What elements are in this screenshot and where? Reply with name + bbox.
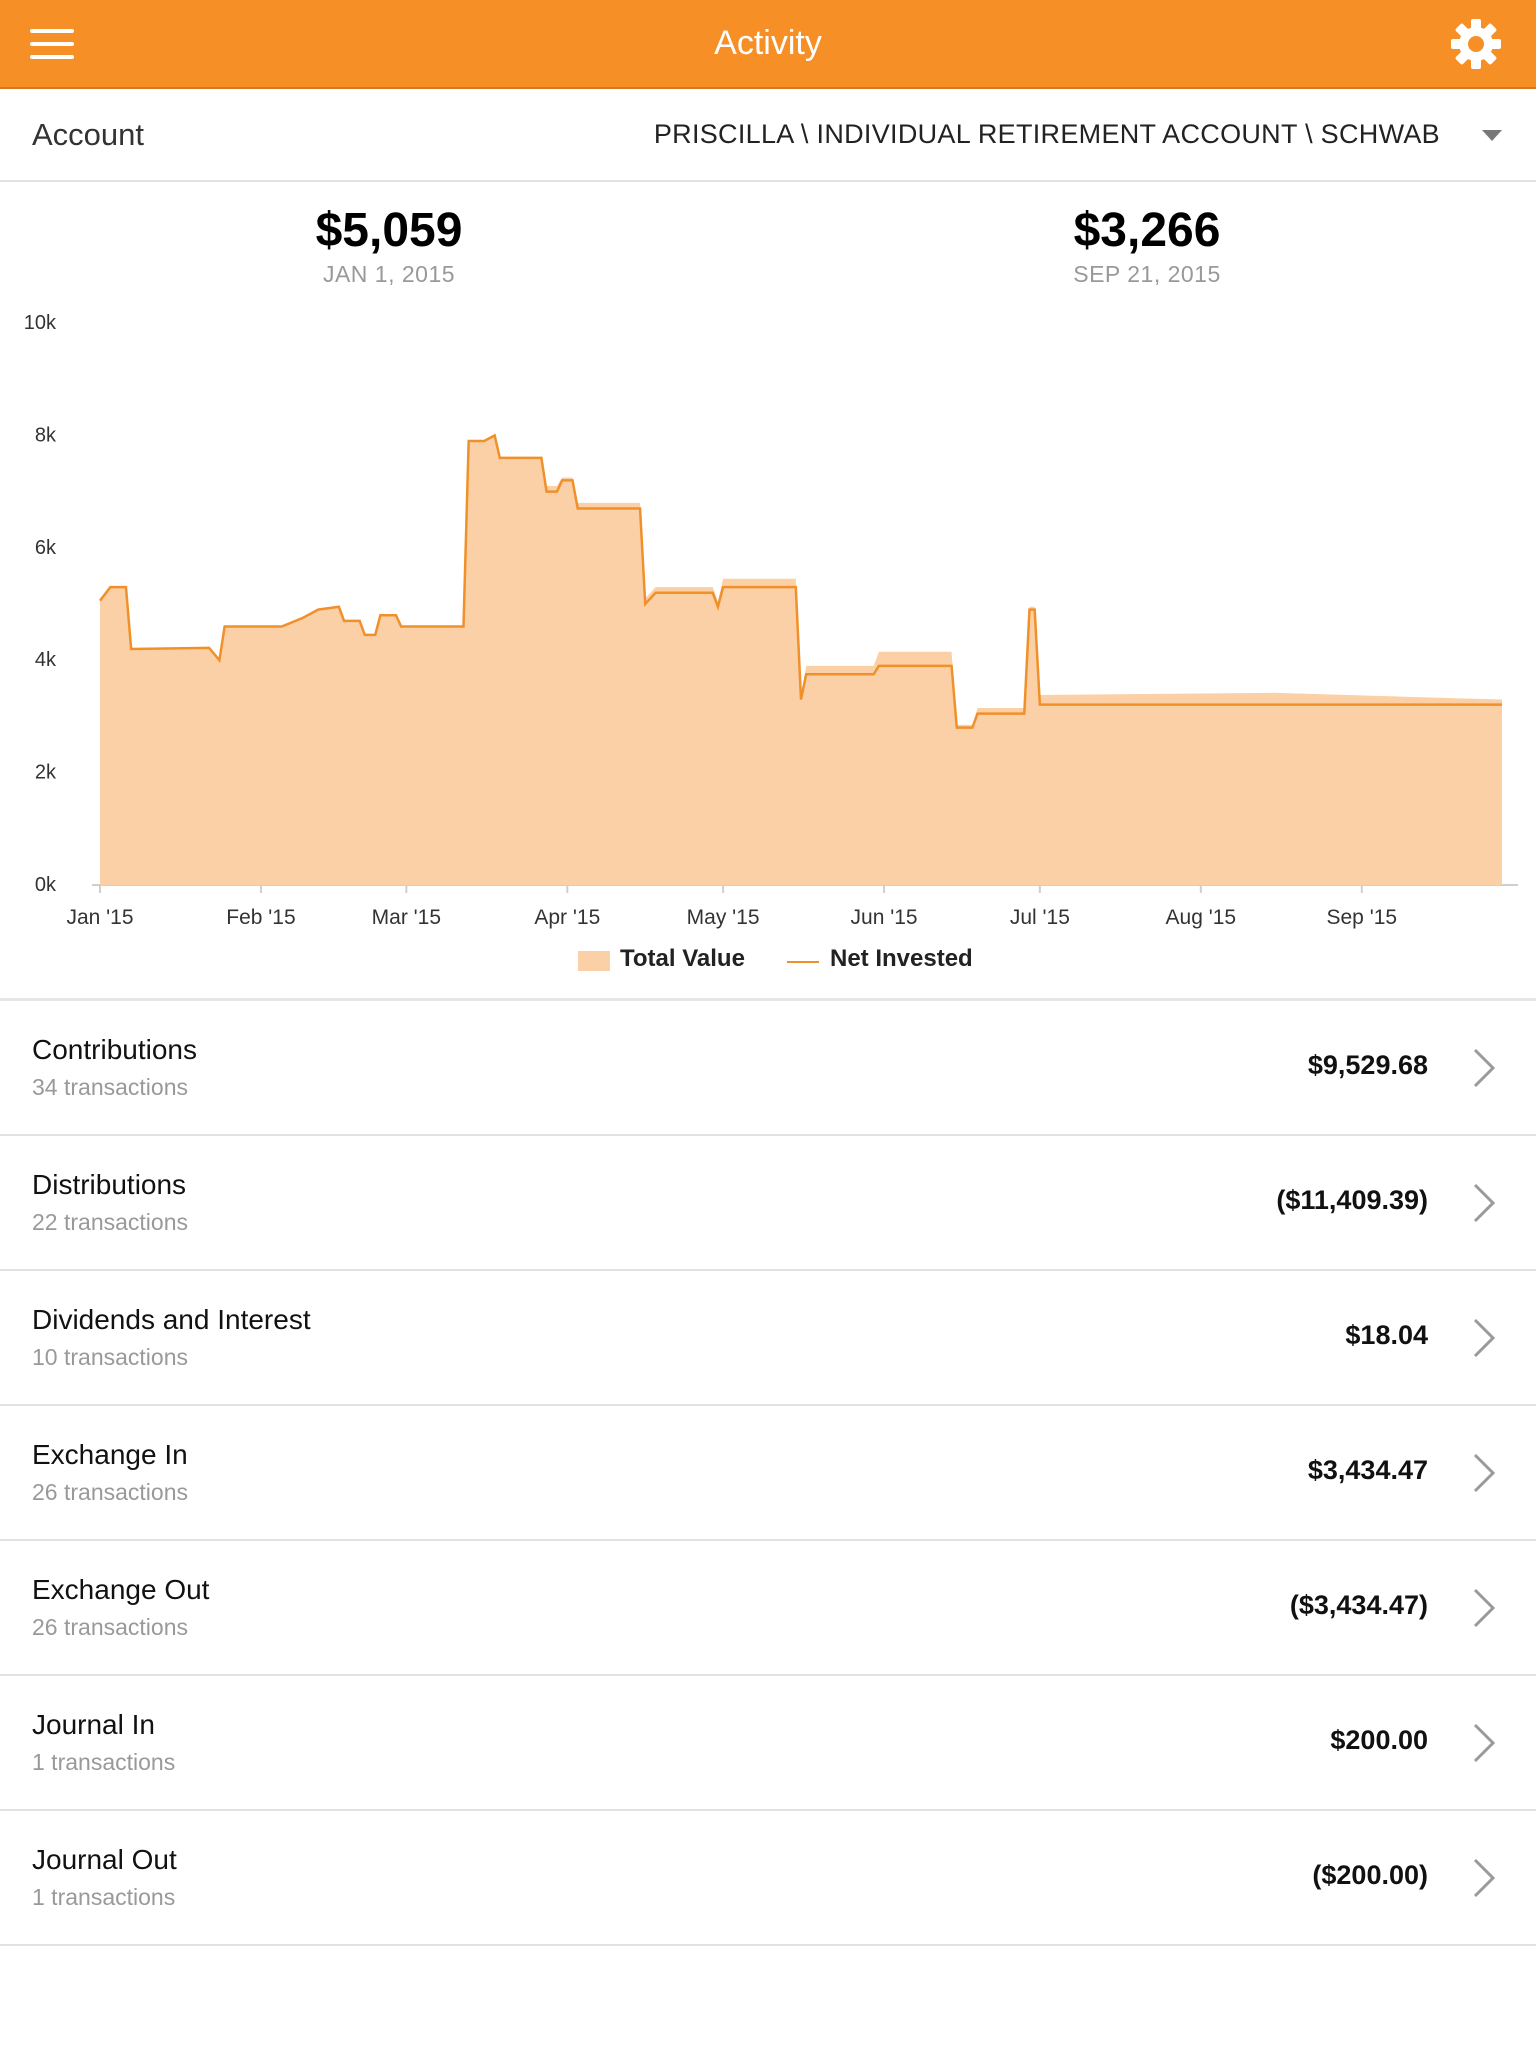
category-count: 34 transactions [32, 1074, 188, 1100]
chevron-right-icon[interactable] [1472, 1047, 1496, 1089]
category-amount: $3,434.47 [1307, 1455, 1428, 1485]
x-tick-label: Mar '15 [372, 906, 441, 929]
app-header: Activity [0, 0, 1536, 89]
category-name: Journal Out [32, 1844, 177, 1875]
chevron-right-icon[interactable] [1472, 1587, 1496, 1629]
category-name: Journal In [32, 1709, 155, 1740]
x-tick-label: May '15 [687, 906, 760, 929]
category-count: 26 transactions [32, 1479, 188, 1505]
activity-chart: 0k 2k 4k 6k 8k 10k Jan '15 Feb '15 Mar '15 Apr '1… [24, 312, 1518, 929]
start-date: JAN 1, 2015 [322, 261, 456, 287]
chevron-right-icon[interactable] [1472, 1722, 1496, 1764]
end-summary: $3,266 SEP 21, 2015 [947, 203, 1347, 289]
chevron-right-icon[interactable] [1472, 1182, 1496, 1224]
x-tick-label: Sep '15 [1327, 906, 1398, 929]
y-tick-label: 10k [24, 312, 57, 334]
category-name: Distributions [32, 1169, 187, 1200]
x-tick-label: Feb '15 [226, 906, 295, 929]
chevron-right-icon[interactable] [1472, 1857, 1496, 1899]
y-tick-label: 0k [35, 874, 57, 896]
chevron-right-icon[interactable] [1472, 1317, 1496, 1359]
total-value-area [100, 435, 1502, 885]
x-tick-label: Jun '15 [851, 906, 918, 929]
chevron-right-icon[interactable] [1472, 1452, 1496, 1494]
account-selector[interactable]: Account PRISCILLA \ INDIVIDUAL RETIREMEN… [0, 89, 1536, 182]
category-count: 10 transactions [32, 1344, 188, 1370]
category-count: 1 transactions [32, 1749, 176, 1775]
category-row-exchange-out[interactable]: Exchange Out 26 transactions ($3,434.47) [0, 1541, 1536, 1676]
y-tick-label: 2k [35, 762, 57, 784]
end-date: SEP 21, 2015 [1073, 261, 1221, 287]
start-summary: $5,059 JAN 1, 2015 [189, 203, 589, 289]
start-value: $5,059 [315, 204, 463, 257]
x-tick-label: Apr '15 [534, 906, 600, 929]
category-row-contributions[interactable]: Contributions 34 transactions $9,529.68 [0, 1001, 1536, 1136]
category-count: 1 transactions [32, 1884, 176, 1910]
category-name: Contributions [32, 1034, 197, 1065]
category-amount: ($200.00) [1312, 1860, 1428, 1890]
page-title: Activity [714, 24, 822, 62]
category-count: 26 transactions [32, 1614, 188, 1640]
category-row-distributions[interactable]: Distributions 22 transactions ($11,409.3… [0, 1136, 1536, 1271]
gear-icon[interactable] [1450, 18, 1502, 70]
y-tick-label: 8k [35, 424, 57, 446]
hamburger-menu-icon[interactable] [30, 27, 74, 61]
category-amount: $9,529.68 [1307, 1050, 1428, 1080]
legend-total-value: Total Value [620, 945, 745, 972]
legend-net-invested-swatch [787, 961, 819, 963]
account-value[interactable]: PRISCILLA \ INDIVIDUAL RETIREMENT ACCOUN… [653, 119, 1440, 149]
category-count: 22 transactions [32, 1209, 188, 1235]
category-amount: $200.00 [1330, 1725, 1428, 1755]
y-tick-label: 4k [35, 649, 57, 671]
activity-category-list: Contributions 34 transactions $9,529.68 … [0, 998, 1536, 1946]
legend-net-invested: Net Invested [830, 945, 973, 972]
y-tick-label: 6k [35, 537, 57, 559]
x-tick-label: Aug '15 [1166, 906, 1237, 929]
category-amount: ($11,409.39) [1276, 1185, 1428, 1215]
category-amount: $18.04 [1345, 1320, 1428, 1350]
category-name: Exchange In [32, 1439, 188, 1470]
category-row-dividends-and-interest[interactable]: Dividends and Interest 10 transactions $… [0, 1271, 1536, 1406]
end-value: $3,266 [1073, 204, 1221, 257]
x-tick-label: Jul '15 [1010, 906, 1070, 929]
category-row-exchange-in[interactable]: Exchange In 26 transactions $3,434.47 [0, 1406, 1536, 1541]
chart-legend: Total Value Net Invested [0, 941, 1536, 981]
category-row-journal-out[interactable]: Journal Out 1 transactions ($200.00) [0, 1811, 1536, 1946]
net-invested-line [99, 433, 1502, 729]
category-name: Dividends and Interest [32, 1304, 311, 1335]
legend-total-value-swatch [578, 951, 610, 971]
dropdown-caret-icon[interactable] [1482, 130, 1502, 141]
account-label: Account [32, 117, 145, 152]
category-row-journal-in[interactable]: Journal In 1 transactions $200.00 [0, 1676, 1536, 1811]
x-tick-label: Jan '15 [66, 906, 133, 929]
category-name: Exchange Out [32, 1574, 210, 1605]
category-amount: ($3,434.47) [1289, 1590, 1428, 1620]
